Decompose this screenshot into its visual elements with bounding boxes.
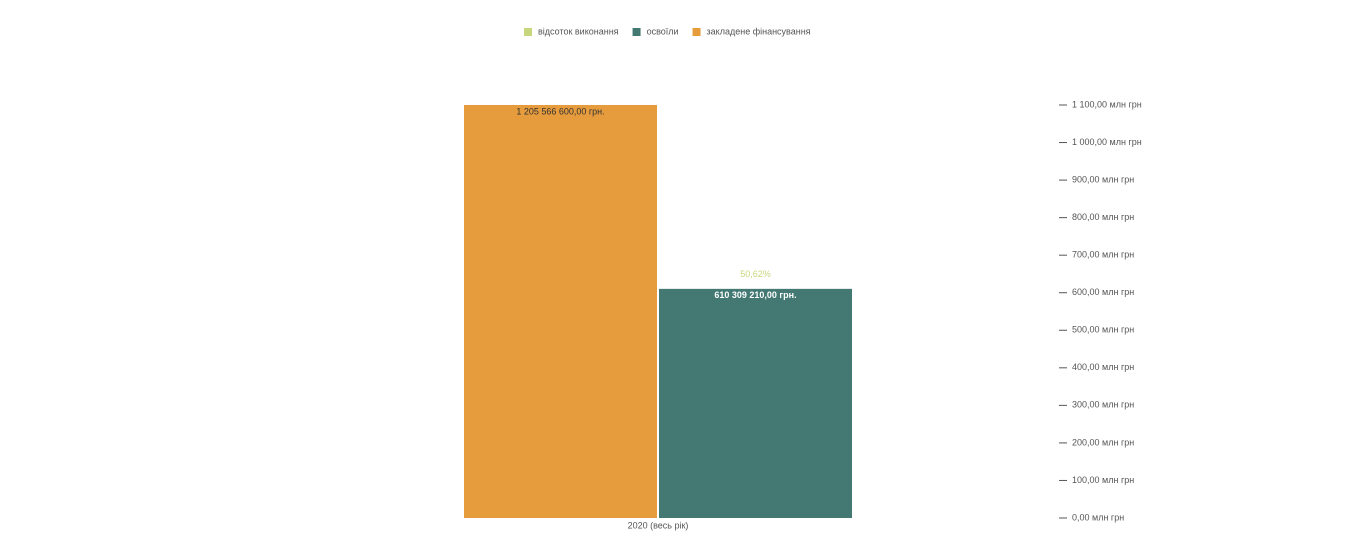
- y-tick-label: 500,00 млн грн: [1072, 325, 1134, 335]
- plot-area: [464, 105, 852, 518]
- y-tick-label: 600,00 млн грн: [1072, 287, 1134, 297]
- y-tick-label: 0,00 млн грн: [1072, 512, 1124, 522]
- bar: [659, 288, 852, 518]
- legend-label: освоїли: [647, 26, 679, 36]
- x-tick-label: 2020 (весь рік): [628, 520, 689, 530]
- y-tick-label: 800,00 млн грн: [1072, 212, 1134, 222]
- legend-label: відсоток виконання: [538, 26, 619, 36]
- y-tick-label: 1 100,00 млн грн: [1072, 99, 1142, 109]
- y-tick-label: 700,00 млн грн: [1072, 250, 1134, 260]
- y-tick-label: 100,00 млн грн: [1072, 475, 1134, 485]
- y-tick-label: 200,00 млн грн: [1072, 437, 1134, 447]
- legend-label: закладене фінансування: [707, 26, 811, 36]
- legend-swatch: [692, 28, 701, 36]
- bar-value-label: 1 205 566 600,00 грн.: [516, 106, 604, 116]
- y-tick-label: 400,00 млн грн: [1072, 362, 1134, 372]
- bar-value-label: 610 309 210,00 грн.: [714, 290, 796, 300]
- bar: [464, 105, 657, 518]
- y-tick-label: 300,00 млн грн: [1072, 400, 1134, 410]
- percent-label: 50,62%: [740, 269, 771, 279]
- y-tick-label: 1 000,00 млн грн: [1072, 137, 1142, 147]
- y-tick-label: 900,00 млн грн: [1072, 174, 1134, 184]
- legend-swatch: [524, 28, 532, 36]
- legend-swatch: [632, 28, 641, 36]
